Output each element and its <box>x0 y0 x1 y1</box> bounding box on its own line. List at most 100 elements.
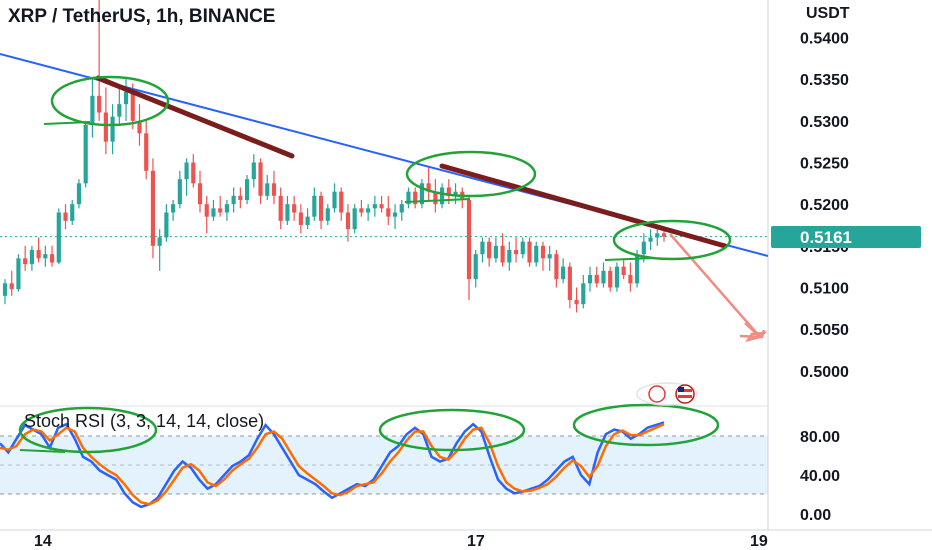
candle <box>298 204 303 234</box>
candle-body <box>379 204 384 209</box>
candle-body <box>345 212 351 230</box>
downward-arrow-tip[interactable] <box>739 329 766 339</box>
candle-body <box>413 191 418 205</box>
chart-title: XRP / TetherUS, 1h, BINANCE <box>8 6 275 27</box>
candle-body <box>76 183 82 205</box>
candle <box>581 275 586 309</box>
candle-body <box>171 204 176 213</box>
candle <box>513 237 519 263</box>
price-tick-4: 0.5200 <box>800 197 849 214</box>
candle-body <box>305 216 310 225</box>
circle-annotation-rsi-2[interactable] <box>378 408 526 452</box>
candle-body <box>366 208 371 213</box>
candle-body <box>191 162 196 184</box>
candle-body <box>97 95 102 113</box>
price-tick-2: 0.5300 <box>800 114 849 131</box>
candle-body <box>661 233 667 237</box>
circle-annotation-rsi-1[interactable] <box>18 406 158 454</box>
candle <box>171 200 176 221</box>
candle <box>244 175 250 205</box>
circle-annotation-peak-2[interactable] <box>405 150 537 198</box>
candle-body <box>56 212 61 263</box>
candle <box>406 187 411 209</box>
candle <box>648 229 653 250</box>
downward-arrow-shaft[interactable] <box>669 233 761 338</box>
candle-body <box>231 195 236 205</box>
candle <box>191 154 196 188</box>
circle-annotation-rsi-3[interactable] <box>572 403 720 447</box>
circle-annotation-peak-1[interactable] <box>50 75 170 127</box>
candle-body <box>177 179 182 205</box>
candle-body <box>581 283 586 305</box>
candle <box>177 170 182 209</box>
candle-body <box>453 191 458 196</box>
candle-body <box>567 266 572 300</box>
candle-body <box>150 170 156 246</box>
candle-body <box>211 208 216 217</box>
candle <box>332 183 337 213</box>
candle <box>49 245 55 267</box>
candle-body <box>574 300 579 305</box>
candle <box>608 266 613 292</box>
candle <box>386 195 391 225</box>
candle-body <box>137 120 142 134</box>
candle-body <box>507 250 512 263</box>
candle <box>97 0 102 121</box>
candle-body <box>480 241 485 255</box>
last-price-value: 0.5161 <box>800 228 852 247</box>
candle <box>150 158 156 259</box>
price-tick-3: 0.5250 <box>800 156 849 173</box>
candle <box>164 204 169 242</box>
candle <box>318 191 324 230</box>
candle-body <box>204 204 209 217</box>
candle <box>157 229 162 271</box>
candle-body <box>527 241 532 263</box>
candle-body <box>244 179 250 200</box>
candle-body <box>184 162 189 180</box>
candle-body <box>392 212 398 217</box>
circle-annotation-peak-2-tail[interactable] <box>404 198 471 203</box>
circle-annotation-rsi-1-tail[interactable] <box>19 449 66 453</box>
candle-body <box>103 112 108 142</box>
candle <box>487 237 492 267</box>
candle-body <box>513 250 519 255</box>
brown-trendline-left[interactable] <box>95 75 295 159</box>
candle <box>359 200 364 217</box>
candle <box>9 270 14 296</box>
candlestick-series <box>2 0 667 313</box>
candle <box>547 245 552 271</box>
circle-annotation-current[interactable] <box>612 219 732 261</box>
candle <box>16 254 21 292</box>
us-flag-icon[interactable] <box>636 382 698 406</box>
candle-body <box>285 204 290 221</box>
candle-body <box>238 195 243 200</box>
candle-body <box>164 212 169 238</box>
candle <box>2 279 8 305</box>
brown-trendline-right[interactable] <box>439 163 728 249</box>
candle <box>345 204 351 242</box>
candle <box>628 262 633 292</box>
rsi-tick-40: 40.00 <box>800 468 840 485</box>
candle <box>110 104 115 155</box>
candle <box>601 262 606 288</box>
candle-body <box>9 283 14 290</box>
candle <box>366 204 371 221</box>
candle-body <box>386 208 391 217</box>
stoch-rsi-d-line <box>0 423 665 506</box>
candle <box>614 262 620 292</box>
candle <box>500 233 505 267</box>
candle <box>520 237 525 259</box>
candle <box>265 175 270 200</box>
candle <box>305 208 310 230</box>
circle-annotation-current-tail[interactable] <box>604 257 656 261</box>
candle <box>661 230 667 242</box>
candle-body <box>399 204 404 213</box>
candle-body <box>648 237 653 242</box>
time-label-17: 17 <box>467 533 485 550</box>
candle <box>43 245 48 267</box>
candle-body <box>547 254 552 259</box>
circle-annotation-peak-1-tail[interactable] <box>43 121 91 125</box>
candle-body <box>641 241 646 255</box>
candle <box>561 258 566 284</box>
